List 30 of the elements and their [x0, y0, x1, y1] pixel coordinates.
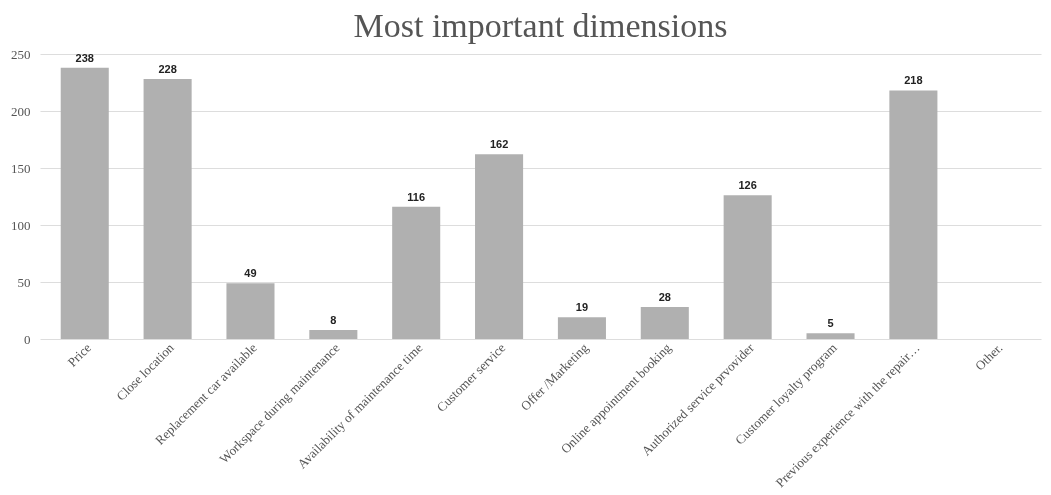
data-label: 162 — [489, 138, 509, 151]
data-label: 238 — [75, 51, 94, 64]
bar — [723, 195, 772, 339]
data-label: 28 — [658, 291, 671, 304]
data-label: 5 — [827, 317, 834, 330]
bar — [640, 307, 689, 339]
data-label: 228 — [158, 63, 177, 76]
y-tick-label: 50 — [17, 274, 31, 290]
y-tick-label: 0 — [24, 331, 31, 347]
bar — [475, 154, 524, 339]
data-label: 19 — [575, 301, 589, 314]
data-label: 218 — [904, 74, 923, 87]
chart-title: Most important dimensions — [353, 7, 728, 44]
y-tick-label: 150 — [11, 160, 31, 176]
bar — [143, 79, 192, 339]
y-tick-label: 250 — [11, 46, 31, 62]
data-label: 126 — [738, 179, 757, 192]
bar — [226, 283, 275, 339]
bar — [889, 90, 938, 339]
data-label: 8 — [330, 313, 337, 326]
x-tick-label: Price — [64, 339, 95, 370]
bar — [557, 317, 606, 339]
data-label: 116 — [407, 190, 426, 203]
data-label: 49 — [244, 267, 257, 280]
y-tick-label: 200 — [11, 103, 31, 119]
bar — [60, 67, 109, 339]
bar — [392, 206, 441, 339]
bar — [309, 329, 358, 339]
bar — [806, 333, 855, 339]
y-tick-label: 100 — [11, 217, 31, 233]
